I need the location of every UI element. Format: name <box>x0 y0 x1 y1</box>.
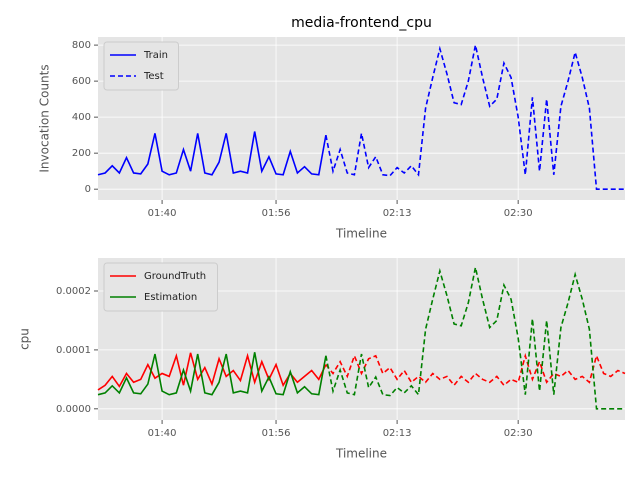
y-tick-label: 0.0001 <box>56 345 91 356</box>
x-tick-label: 02:13 <box>383 428 412 439</box>
x-tick-label: 01:40 <box>148 208 177 219</box>
y-axis-label: cpu <box>18 328 32 350</box>
y-axis-label: Invocation Counts <box>38 64 52 172</box>
y-tick-label: 400 <box>72 112 91 123</box>
x-axis-label: Timeline <box>335 447 387 461</box>
y-tick-label: 200 <box>72 148 91 159</box>
y-tick-label: 0 <box>85 184 91 195</box>
legend-box <box>103 41 179 91</box>
x-tick-label: 02:30 <box>504 208 533 219</box>
series-line <box>97 131 327 176</box>
y-tick-label: 800 <box>72 40 91 51</box>
chart-title: media-frontend_cpu <box>291 15 432 31</box>
x-tick-label: 02:30 <box>504 428 533 439</box>
series-line <box>325 267 625 410</box>
y-tick-label: 0.0000 <box>56 404 91 415</box>
x-tick-label: 01:56 <box>262 208 291 219</box>
plot-area <box>98 37 625 200</box>
legend-label: Test <box>143 71 164 82</box>
legend-label: Train <box>143 50 168 61</box>
legend-label: Estimation <box>144 292 197 303</box>
legend-box <box>103 262 218 312</box>
legend-label: GroundTruth <box>144 271 206 282</box>
x-tick-label: 01:40 <box>148 428 177 439</box>
series-line <box>97 352 327 396</box>
y-tick-label: 0.0002 <box>56 286 91 297</box>
y-tick-label: 600 <box>72 76 91 87</box>
x-tick-label: 02:13 <box>383 208 412 219</box>
x-axis-label: Timeline <box>335 227 387 241</box>
series-line <box>325 352 626 387</box>
x-tick-label: 01:56 <box>262 428 291 439</box>
